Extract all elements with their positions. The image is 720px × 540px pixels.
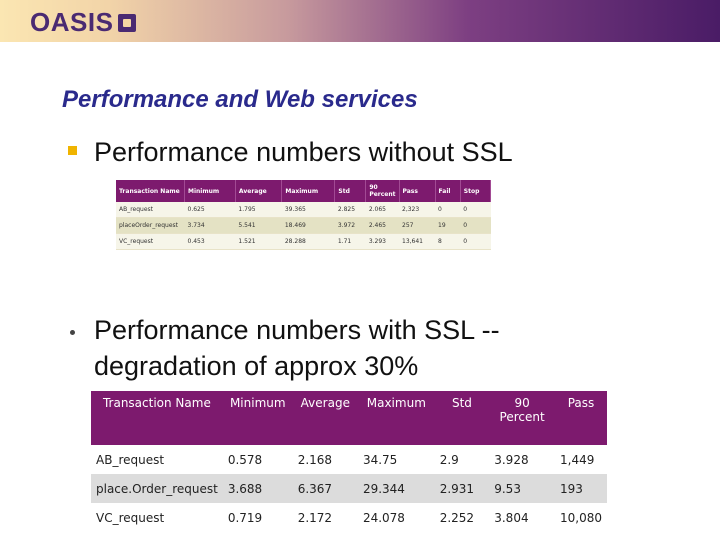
cell: 10,080 bbox=[555, 503, 607, 532]
cell: 2.465 bbox=[365, 217, 399, 234]
table-without-ssl: Transaction Name Minimum Average Maximum… bbox=[116, 180, 492, 250]
cell: 19 bbox=[435, 217, 461, 234]
round-bullet-icon bbox=[70, 330, 75, 335]
cell: 2.172 bbox=[292, 503, 358, 532]
cell: 0 bbox=[460, 217, 491, 234]
cell: 24.078 bbox=[357, 503, 435, 532]
cell: 3.928 bbox=[489, 445, 555, 474]
cell: AB_request bbox=[116, 202, 185, 218]
header-cell: Fail bbox=[435, 180, 461, 202]
cell: 1,449 bbox=[555, 445, 607, 474]
cell: 0.625 bbox=[184, 202, 236, 218]
square-bullet-icon bbox=[68, 146, 77, 155]
cell: VC_request bbox=[91, 503, 223, 532]
cell: 13,641 bbox=[399, 233, 436, 250]
cell: 3.688 bbox=[222, 474, 293, 503]
cell: 39.365 bbox=[281, 202, 335, 218]
header-cell: Minimum bbox=[184, 180, 236, 202]
header-cell: 90 Percent bbox=[365, 180, 400, 202]
header-cell: Maximum bbox=[281, 180, 336, 202]
header-cell: 90 Percent bbox=[489, 391, 555, 445]
cell: 2.065 bbox=[365, 202, 399, 218]
header-cell: Transaction Name bbox=[91, 391, 223, 445]
cell: 2,323 bbox=[399, 202, 436, 218]
cell: 18.469 bbox=[281, 217, 335, 234]
cell: 34.75 bbox=[357, 445, 435, 474]
cell: 1.71 bbox=[334, 233, 366, 250]
table-row: VC_request 0.453 1.521 28.288 1.71 3.293… bbox=[116, 233, 491, 250]
cell: 3.293 bbox=[365, 233, 399, 250]
table-with-ssl: Transaction Name Minimum Average Maximum… bbox=[91, 391, 607, 532]
cell: 3.972 bbox=[334, 217, 366, 234]
cell: 0.578 bbox=[222, 445, 293, 474]
point-without-ssl: Performance numbers without SSL bbox=[94, 137, 513, 167]
cell: 257 bbox=[399, 217, 436, 234]
header-cell: Std bbox=[434, 391, 490, 445]
header-cell: Maximum bbox=[357, 391, 435, 445]
cell: 3.734 bbox=[184, 217, 236, 234]
point-with-ssl: Performance numbers with SSL -- degradat… bbox=[94, 315, 500, 381]
table-row: place.Order_request 3.688 6.367 29.344 2… bbox=[91, 474, 607, 503]
header-cell: Pass bbox=[399, 180, 436, 202]
header-cell: Pass bbox=[555, 391, 607, 445]
table-row: AB_request 0.578 2.168 34.75 2.9 3.928 1… bbox=[91, 445, 607, 474]
logo-mark-icon bbox=[118, 13, 137, 32]
cell: 0.719 bbox=[222, 503, 293, 532]
header-cell: Minimum bbox=[222, 391, 293, 445]
cell: 6.367 bbox=[292, 474, 358, 503]
cell: 2.825 bbox=[334, 202, 366, 218]
cell: 0 bbox=[460, 233, 491, 250]
table-row: AB_request 0.625 1.795 39.365 2.825 2.06… bbox=[116, 202, 491, 218]
slide-title: Performance and Web services bbox=[62, 86, 418, 113]
cell: 29.344 bbox=[357, 474, 435, 503]
cell: 2.252 bbox=[434, 503, 490, 532]
cell: 1.521 bbox=[235, 233, 282, 250]
cell: placeOrder_request bbox=[116, 217, 185, 234]
table-row: placeOrder_request 3.734 5.541 18.469 3.… bbox=[116, 217, 491, 234]
header-cell: Std bbox=[334, 180, 367, 202]
cell: 0.453 bbox=[184, 233, 236, 250]
cell: 2.931 bbox=[434, 474, 490, 503]
logo-text: OASIS bbox=[30, 7, 114, 37]
cell: 28.288 bbox=[281, 233, 335, 250]
cell: 193 bbox=[555, 474, 607, 503]
cell: 2.9 bbox=[434, 445, 490, 474]
cell: 3.804 bbox=[489, 503, 555, 532]
header-cell: Stop bbox=[460, 180, 492, 202]
cell: 2.168 bbox=[292, 445, 358, 474]
cell: 1.795 bbox=[235, 202, 282, 218]
header-cell: Transaction Name bbox=[116, 180, 185, 202]
cell: 0 bbox=[460, 202, 491, 218]
cell: 5.541 bbox=[235, 217, 282, 234]
cell: AB_request bbox=[91, 445, 223, 474]
header-cell: Average bbox=[235, 180, 283, 202]
cell: 0 bbox=[435, 202, 461, 218]
table-header-row: Transaction Name Minimum Average Maximum… bbox=[91, 391, 607, 445]
table-row: VC_request 0.719 2.172 24.078 2.252 3.80… bbox=[91, 503, 607, 532]
oasis-logo: OASIS bbox=[30, 7, 137, 38]
cell: 9.53 bbox=[489, 474, 555, 503]
cell: place.Order_request bbox=[91, 474, 223, 503]
header-cell: Average bbox=[292, 391, 358, 445]
cell: 8 bbox=[435, 233, 461, 250]
table-header-row: Transaction Name Minimum Average Maximum… bbox=[116, 180, 492, 202]
cell: VC_request bbox=[116, 233, 185, 250]
